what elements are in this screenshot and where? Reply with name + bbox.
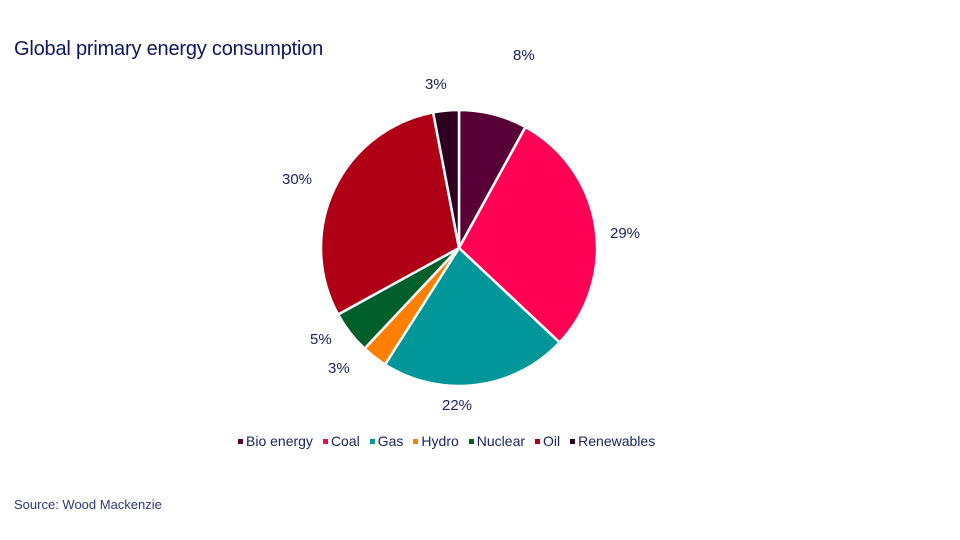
pie-slice-gas — [383, 246, 562, 388]
source-note: Source: Wood Mackenzie — [14, 497, 162, 512]
pie-slice-renewables — [431, 108, 461, 249]
legend-item-bio-energy: Bio energy — [238, 433, 313, 449]
legend-swatch — [468, 438, 474, 444]
legend-item-nuclear: Nuclear — [468, 433, 525, 449]
legend-swatch — [570, 438, 576, 444]
legend-item-coal: Coal — [322, 433, 360, 449]
legend-item-hydro: Hydro — [413, 433, 459, 449]
label-oil: 30% — [282, 171, 313, 188]
legend-swatch — [369, 438, 375, 444]
legend-item-gas: Gas — [369, 433, 403, 449]
legend-item-oil: Oil — [535, 433, 560, 449]
chart-title: Global primary energy consumption — [14, 38, 324, 60]
label-renewables: 3% — [425, 76, 447, 93]
legend-swatch — [413, 438, 419, 444]
label-gas: 22% — [442, 397, 473, 414]
pie-slice-coal — [457, 125, 599, 345]
label-bio-energy: 8% — [513, 47, 535, 64]
label-nuclear: 5% — [310, 331, 332, 348]
legend-swatch — [322, 438, 328, 444]
legend-item-renewables: Renewables — [570, 433, 655, 449]
pie-slice-oil — [319, 110, 461, 317]
label-coal: 29% — [610, 225, 641, 242]
label-hydro: 3% — [328, 360, 350, 377]
legend-swatch — [535, 438, 541, 444]
legend-swatch — [238, 438, 243, 444]
legend: Bio energy Coal Gas Hydro Nuclear Oil Re… — [238, 433, 655, 449]
